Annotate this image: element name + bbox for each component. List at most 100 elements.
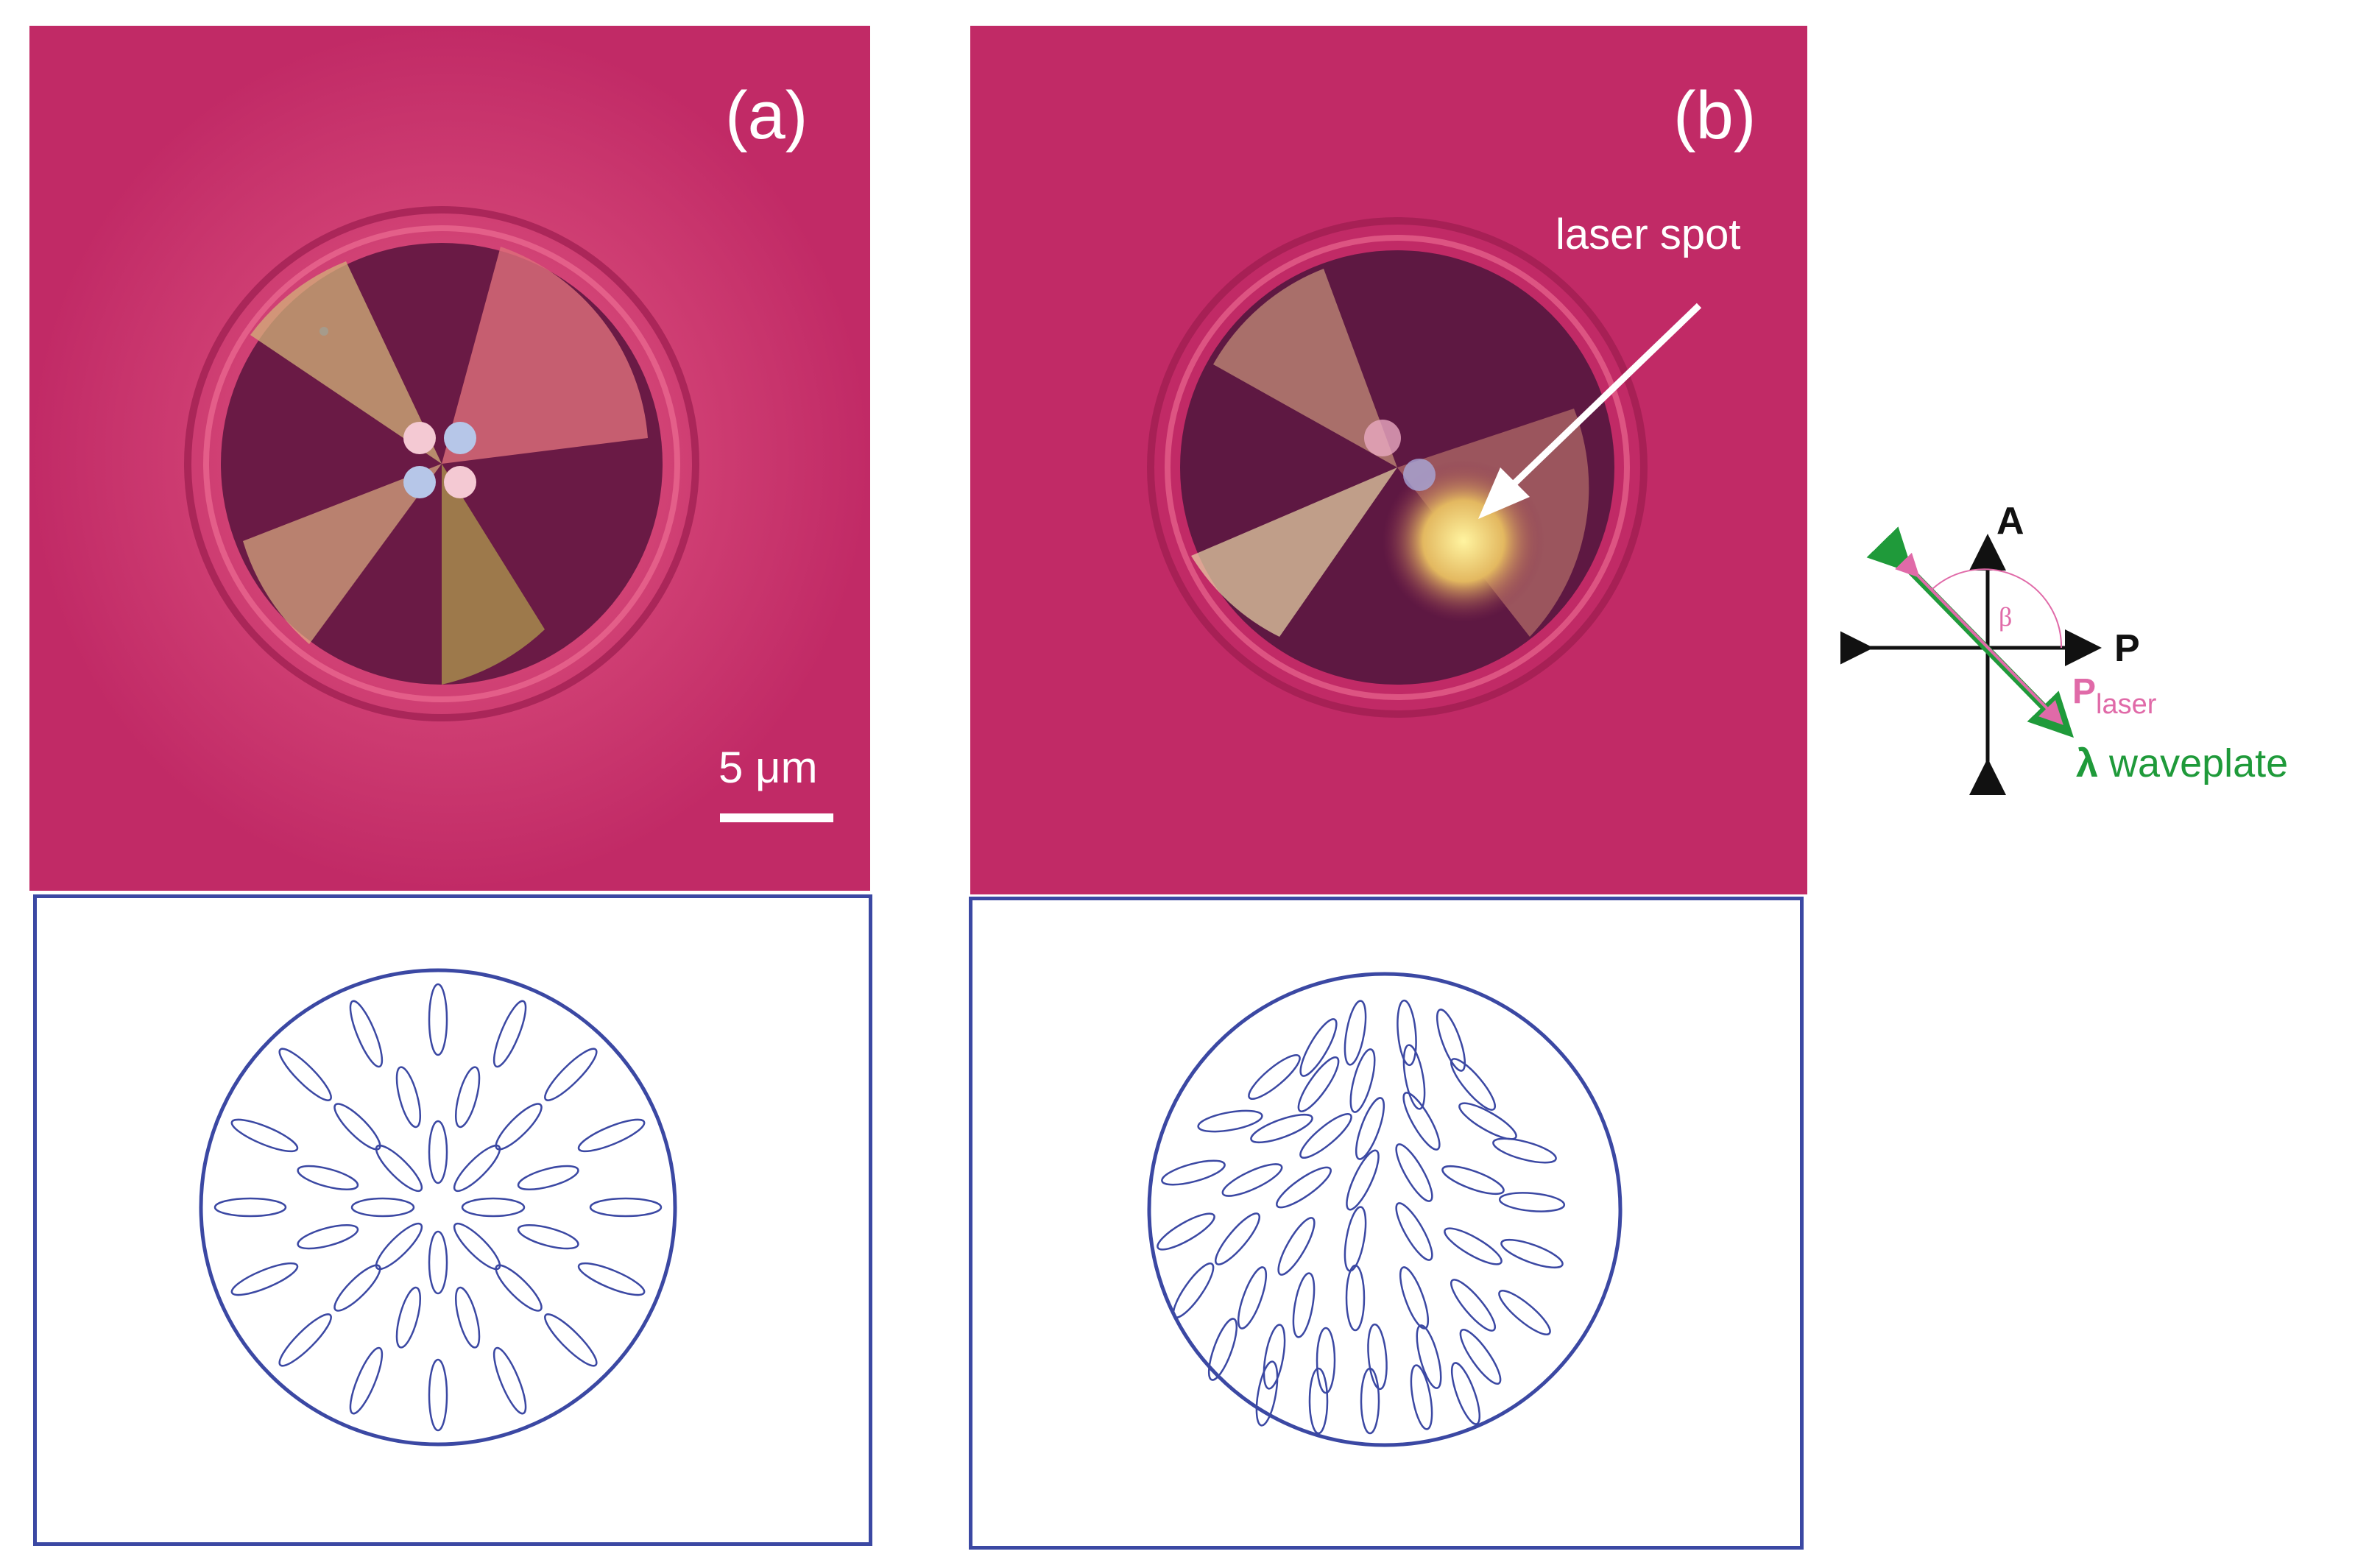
director-ellipse xyxy=(230,1118,299,1153)
director-ellipse xyxy=(278,1048,332,1101)
director-ellipse xyxy=(1349,1048,1376,1113)
director-ellipse xyxy=(495,1103,543,1151)
director-ellipse xyxy=(349,1346,384,1415)
analyzer-label: A xyxy=(1996,500,2024,543)
director-ellipse xyxy=(375,1144,423,1193)
schematic-a xyxy=(33,894,872,1546)
panel-label-a: (a) xyxy=(725,78,808,153)
director-ellipse xyxy=(1250,1113,1313,1144)
director-ellipse xyxy=(1500,1238,1564,1269)
director-ellipse xyxy=(1397,999,1417,1067)
scale-bar xyxy=(720,813,833,822)
droplet-outline xyxy=(1147,972,1623,1447)
director-ellipse xyxy=(1395,1202,1433,1261)
director-ellipse xyxy=(428,1358,448,1432)
scale-bar-label: 5 μm xyxy=(718,743,818,792)
laser-polarization-main: P xyxy=(2072,672,2096,711)
director-ellipse xyxy=(1346,1149,1380,1211)
beta-arc xyxy=(1932,568,2063,649)
director-ellipse xyxy=(577,1262,646,1296)
director-ellipse xyxy=(577,1118,646,1153)
director-ellipse xyxy=(278,1313,332,1367)
director-ellipse xyxy=(230,1262,299,1296)
director-ellipse xyxy=(1344,1206,1367,1272)
droplet-outline xyxy=(199,968,677,1447)
director-ellipse xyxy=(517,1223,579,1250)
director-ellipse xyxy=(1450,1058,1496,1111)
director-ellipse xyxy=(213,1197,287,1218)
director-ellipse xyxy=(1402,1092,1441,1151)
waveplate-symbol: λ xyxy=(2076,741,2098,785)
director-ellipse xyxy=(1441,1165,1505,1196)
laser-spot-annotation: laser spot xyxy=(1556,211,1741,258)
director-ellipse xyxy=(492,1346,527,1415)
director-ellipse xyxy=(333,1103,381,1151)
waveplate-text: waveplate xyxy=(2098,741,2288,785)
director-ellipse xyxy=(1277,1217,1316,1276)
director-ellipse xyxy=(375,1222,423,1271)
beta-label: β xyxy=(1999,602,2012,632)
director-ellipse xyxy=(495,1264,543,1312)
director-ellipse xyxy=(1299,1113,1352,1159)
director-ellipse xyxy=(1316,1327,1336,1394)
director-ellipse xyxy=(428,983,448,1056)
director-ellipse xyxy=(1292,1272,1316,1338)
laser-polarization-sub: laser xyxy=(2096,689,2157,720)
schematic-b xyxy=(969,897,1804,1550)
director-ellipse xyxy=(1161,1159,1226,1186)
polarizer-label: P xyxy=(2114,627,2140,670)
director-ellipse xyxy=(454,1286,481,1349)
director-ellipse xyxy=(517,1165,579,1191)
director-ellipse xyxy=(1498,1192,1566,1212)
director-ellipse xyxy=(1299,1018,1338,1077)
director-ellipse xyxy=(1458,1102,1517,1140)
director-ellipse xyxy=(1492,1137,1557,1164)
director-ellipse xyxy=(1248,1054,1301,1100)
micrograph-a: (a) 5 μm xyxy=(29,26,870,891)
director-ellipse xyxy=(1402,1044,1426,1110)
director-field-radial xyxy=(199,968,677,1447)
director-ellipse xyxy=(349,1000,384,1068)
director-field-distorted xyxy=(1147,972,1623,1447)
director-ellipse xyxy=(1410,1364,1433,1430)
director-ellipse xyxy=(1498,1290,1551,1335)
director-ellipse xyxy=(350,1197,415,1218)
director-ellipse xyxy=(1207,1318,1238,1381)
director-ellipse xyxy=(461,1197,526,1218)
director-ellipse xyxy=(1355,1097,1385,1160)
director-ellipse xyxy=(454,1066,481,1129)
director-ellipse xyxy=(1344,1000,1367,1066)
droplet-b-graphic xyxy=(970,26,1807,894)
director-ellipse xyxy=(1215,1212,1260,1265)
panel-label-b: (b) xyxy=(1673,78,1756,153)
director-ellipse xyxy=(1450,1279,1496,1332)
director-ellipse xyxy=(1276,1166,1332,1209)
director-ellipse xyxy=(1172,1262,1215,1318)
polarization-legend: β A P Plaser λ waveplate xyxy=(1840,500,2288,795)
micrograph-b: (b) laser spot xyxy=(970,26,1807,894)
director-ellipse xyxy=(1263,1324,1286,1390)
director-ellipse xyxy=(1221,1163,1283,1197)
director-ellipse xyxy=(1416,1324,1442,1389)
director-ellipse xyxy=(297,1165,359,1191)
director-ellipse xyxy=(589,1197,663,1218)
director-ellipse xyxy=(297,1223,359,1250)
director-ellipse xyxy=(544,1313,598,1367)
waveplate-label: λ waveplate xyxy=(2076,741,2288,785)
director-ellipse xyxy=(395,1286,422,1349)
director-ellipse xyxy=(1395,1143,1433,1202)
director-ellipse xyxy=(1444,1227,1503,1265)
director-ellipse xyxy=(1436,1009,1466,1072)
laser-polarization-label: Plaser xyxy=(2072,672,2157,720)
director-ellipse xyxy=(453,1144,501,1193)
director-ellipse xyxy=(453,1222,501,1271)
director-ellipse xyxy=(1197,1109,1263,1133)
director-ellipse xyxy=(1360,1367,1380,1435)
director-ellipse xyxy=(1237,1266,1268,1329)
laser-polarization-arrow xyxy=(1894,552,2063,725)
director-ellipse xyxy=(544,1048,598,1101)
director-ellipse xyxy=(1399,1266,1430,1329)
director-ellipse xyxy=(1450,1362,1481,1425)
director-ellipse xyxy=(492,1000,527,1068)
director-ellipse xyxy=(1157,1212,1215,1251)
